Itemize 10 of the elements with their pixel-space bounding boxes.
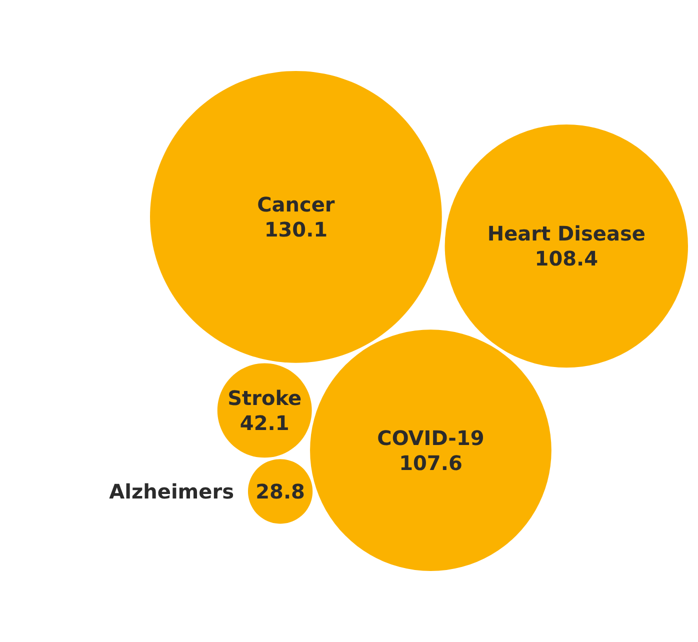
data-label: 107.6 [399,450,462,475]
category-label: Stroke [228,386,302,410]
data-label: 108.4 [534,246,598,271]
category-label: COVID-19 [377,426,484,450]
data-label: 42.1 [240,410,290,435]
category-label: Alzheimers [109,479,234,504]
data-label: 28.8 [256,479,305,504]
category-label: Cancer [257,192,335,216]
category-label: Heart Disease [487,222,646,246]
data-label: 130.1 [264,217,328,242]
